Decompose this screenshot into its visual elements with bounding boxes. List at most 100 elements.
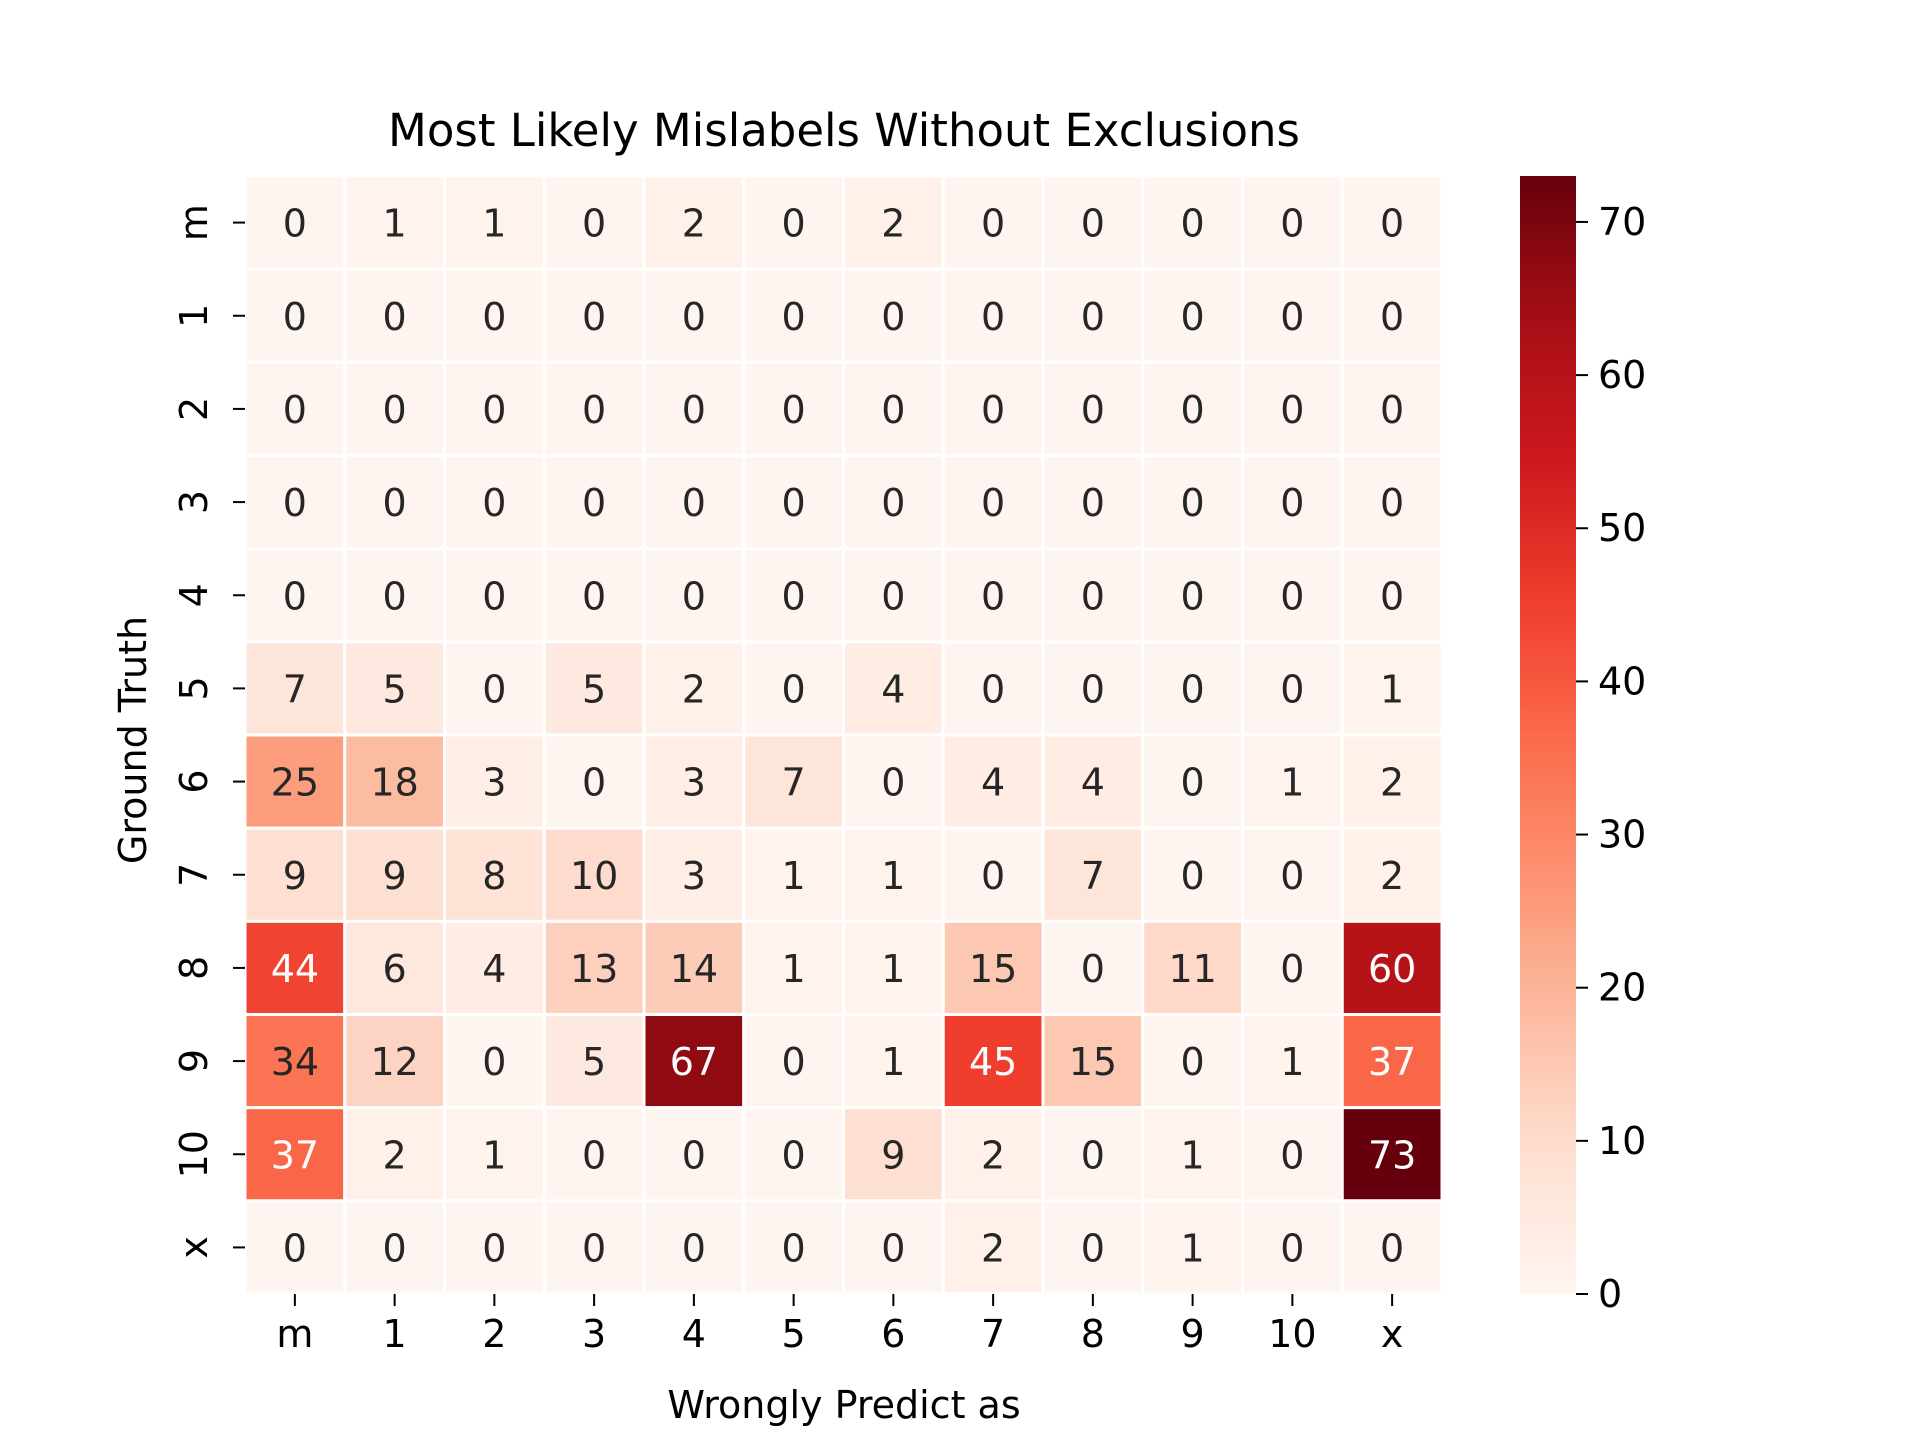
x-axis: m 1 2 3 4 5 6 7 8 9 10 x <box>276 1294 1403 1356</box>
heatmap-cell-value: 3 <box>482 761 506 805</box>
heatmap-cell-value: 0 <box>1181 388 1205 432</box>
heatmap-cell <box>941 826 1045 923</box>
heatmap-cell-value: 0 <box>1081 295 1105 339</box>
x-tick-label: 7 <box>981 1312 1005 1356</box>
heatmap-cell-value: 3 <box>682 761 706 805</box>
heatmap-cell <box>1041 826 1145 923</box>
heatmap-cell <box>642 267 746 364</box>
heatmap-cell-value: 0 <box>383 574 407 618</box>
colorbar-tick-label: 50 <box>1598 506 1646 550</box>
heatmap-cell-value: 0 <box>881 574 905 618</box>
heatmap-cell-value: 0 <box>881 761 905 805</box>
colorbar-tick-label: 0 <box>1598 1272 1622 1316</box>
heatmap-cell-value: 0 <box>383 1226 407 1270</box>
heatmap-cell-value: 0 <box>482 388 506 432</box>
x-tick-label: 5 <box>782 1312 806 1356</box>
heatmap-cell <box>941 1106 1045 1203</box>
heatmap-cell-value: 1 <box>1181 1226 1205 1270</box>
heatmap-cell <box>343 640 446 737</box>
heatmap-cell-value: 6 <box>383 947 407 991</box>
heatmap-cell <box>1340 826 1444 923</box>
heatmap-cell <box>1241 1199 1344 1296</box>
y-axis-label: Ground Truth <box>111 616 155 864</box>
heatmap-cell <box>1340 267 1444 364</box>
heatmap-cell-value: 1 <box>482 1133 506 1177</box>
heatmap-cell <box>941 547 1045 644</box>
heatmap-cell-value: 0 <box>1081 667 1105 711</box>
heatmap-cell <box>1340 640 1444 737</box>
heatmap-cell-value: 7 <box>1081 854 1105 898</box>
heatmap-cell <box>443 640 546 737</box>
heatmap-cell-value: 11 <box>1168 947 1216 991</box>
heatmap-cell-value: 0 <box>1081 481 1105 525</box>
heatmap-cell-value: 0 <box>881 295 905 339</box>
heatmap-cell-value: 4 <box>482 947 506 991</box>
x-tick-label: 6 <box>881 1312 905 1356</box>
heatmap-cell <box>1340 454 1444 551</box>
heatmap-cell <box>443 454 546 551</box>
heatmap-cell <box>1340 1106 1444 1203</box>
heatmap-cell-value: 0 <box>682 574 706 618</box>
heatmap-cell-value: 1 <box>1380 667 1404 711</box>
colorbar-tick-label: 40 <box>1598 659 1646 703</box>
heatmap-cell-value: 0 <box>582 295 606 339</box>
heatmap-cell-value: 7 <box>283 667 307 711</box>
x-tick-label: m <box>276 1312 313 1356</box>
heatmap-cell <box>1041 174 1145 271</box>
heatmap-cell-value: 0 <box>283 295 307 339</box>
heatmap-cell-value: 13 <box>570 947 618 991</box>
heatmap-cell <box>542 919 646 1016</box>
heatmap-cell-value: 0 <box>582 202 606 246</box>
heatmap-cell <box>742 360 845 458</box>
heatmap-cell-value: 18 <box>370 761 418 805</box>
x-tick-label: 10 <box>1268 1312 1316 1356</box>
heatmap-cell-value: 0 <box>1280 1133 1304 1177</box>
y-axis: m 1 2 3 4 5 6 7 8 9 10 x <box>172 204 245 1259</box>
y-tick-label: 2 <box>172 397 216 421</box>
heatmap-cell-value: 0 <box>283 388 307 432</box>
heatmap-cell <box>542 267 646 364</box>
heatmap-cell <box>642 640 746 737</box>
heatmap-cell-value: 0 <box>782 481 806 525</box>
heatmap-cell-value: 37 <box>271 1133 319 1177</box>
heatmap-cell-value: 1 <box>782 854 806 898</box>
x-tick-label: x <box>1381 1312 1404 1356</box>
heatmap-cell-value: 1 <box>383 202 407 246</box>
heatmap-cell-value: 1 <box>881 854 905 898</box>
heatmap-cell-value: 2 <box>981 1226 1005 1270</box>
heatmap-cell-value: 0 <box>1181 295 1205 339</box>
heatmap-cell <box>1141 1199 1244 1296</box>
heatmap-cell-value: 1 <box>881 947 905 991</box>
heatmap-cell <box>243 826 347 923</box>
heatmap-cell-value: 1 <box>1280 761 1304 805</box>
heatmap-cell <box>842 733 945 830</box>
heatmap-cell <box>1241 267 1344 364</box>
y-tick-label: m <box>172 204 216 241</box>
colorbar-tick-label: 70 <box>1598 200 1646 244</box>
heatmap-cell-value: 2 <box>682 202 706 246</box>
heatmap-cell-value: 0 <box>981 481 1005 525</box>
heatmap-cell <box>243 1199 347 1296</box>
heatmap-cell-value: 0 <box>682 481 706 525</box>
heatmap-cell-value: 0 <box>1280 854 1304 898</box>
heatmap-cell-value: 0 <box>782 388 806 432</box>
heatmap-cell-value: 0 <box>782 295 806 339</box>
heatmap-cell <box>842 547 945 644</box>
heatmap-cell <box>742 267 845 364</box>
heatmap-cell-value: 0 <box>1280 295 1304 339</box>
heatmap-cell-value: 1 <box>482 202 506 246</box>
heatmap-cell <box>642 454 746 551</box>
heatmap-cell-value: 0 <box>383 481 407 525</box>
heatmap-cell <box>742 733 845 830</box>
heatmap-cell-value: 0 <box>283 481 307 525</box>
heatmap-cell <box>243 360 347 458</box>
heatmap-cell-value: 0 <box>1181 481 1205 525</box>
heatmap-cell-value: 0 <box>482 481 506 525</box>
heatmap-cell <box>941 454 1045 551</box>
heatmap-cell-value: 14 <box>670 947 718 991</box>
heatmap-cell-value: 0 <box>1280 667 1304 711</box>
heatmap-cell-value: 0 <box>283 202 307 246</box>
heatmap-cell-value: 1 <box>782 947 806 991</box>
heatmap-cell-value: 73 <box>1368 1133 1416 1177</box>
